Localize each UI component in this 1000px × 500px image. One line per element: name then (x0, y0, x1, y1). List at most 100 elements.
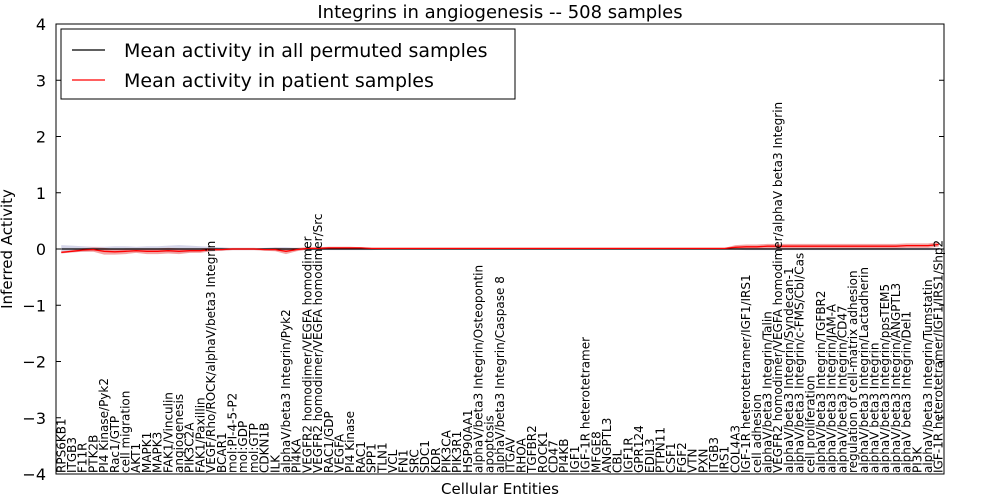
x-tick-label: MAPK3 (151, 432, 165, 473)
x-tick-label: CSF1 (664, 442, 678, 473)
x-tick-label: alphaV/beta3 Integrin/CD47 (835, 305, 849, 473)
x-tick-label: PI4 Kinase/Pyk2 (97, 378, 111, 473)
y-tick-label: 2 (36, 128, 46, 147)
x-tick-label: RPS6KB1 (54, 418, 68, 473)
x-tick-label: VCL (386, 449, 400, 473)
x-tick-label: BCAR1 (215, 432, 229, 473)
y-tick-label: −4 (22, 465, 46, 484)
x-tick-label: angiogenesis (172, 394, 186, 473)
y-tick-label: 1 (36, 184, 46, 203)
x-tick-label: ITGB3 (707, 437, 721, 473)
x-tick-label: GPR124 (632, 425, 646, 473)
x-tick-label: SDC1 (418, 440, 432, 473)
y-tick-label: −2 (22, 353, 46, 372)
x-tick-label: ANGPTL3 (600, 418, 614, 473)
x-tick-label: COL4A3 (728, 425, 742, 473)
x-tick-label: RAC1/GDP (322, 411, 336, 473)
x-tick-label: VEGFR2 homodimer/VEGFA homodimer/Src (311, 213, 325, 473)
x-tick-label: CD47 (547, 440, 561, 473)
x-tick-label: alphaV beta3 Integrin (868, 342, 882, 473)
y-tick-label: −3 (22, 409, 46, 428)
legend-label-permuted: Mean activity in all permuted samples (124, 40, 487, 62)
x-tick-label: ILK (268, 454, 282, 473)
x-tick-label: PIK3CA (440, 429, 454, 473)
legend: Mean activity in all permuted samples Me… (60, 28, 516, 100)
x-tick-label: AKT1 (129, 443, 143, 473)
x-tick-label: alphaV/beta3 Integrin/ppsTEM5 (878, 284, 892, 473)
x-tick-label: VEGFR2 homodimer/VEGFA homodimer (300, 236, 314, 473)
series-lines (61, 243, 939, 254)
legend-box (60, 28, 516, 100)
x-tick-label: FGF2 (675, 442, 689, 473)
x-tick-label: alphaV/beta3 Integrin/Caspase 8 (493, 276, 507, 473)
x-tick-label: cell adhesion (750, 394, 764, 473)
x-tick-label: VEGFR2 homodimer/VEGFA homodimer/alphaV … (771, 102, 785, 473)
x-tick-label: PTK2B (86, 435, 100, 473)
x-tick-label: MFGE8 (589, 431, 603, 473)
x-tick-label: TLN1 (375, 442, 389, 474)
x-tick-label: mol:GTP (247, 423, 261, 473)
x-tick-label: apoptosis (482, 415, 496, 473)
x-tick-label: IGF1 (568, 446, 582, 473)
x-tick-label: PI4KB (557, 438, 571, 473)
x-tick-label: IGF1R (621, 437, 635, 473)
x-tick-label: TGFBR2 (525, 425, 539, 474)
x-tick-label: IGF-1R heterotetramer/IGF1/IRS1/Shp2 (932, 240, 946, 473)
x-tick-label: VEGF/Rho/ROCK/alphaV/beta3 Integrin (204, 241, 218, 473)
x-tick-label: FAK1/Paxillin (193, 397, 207, 473)
x-tick-label: alphaV/beta3 Integrin/Pyk2 (279, 309, 293, 473)
x-tick-label: MAPK1 (140, 432, 154, 473)
x-tick-label: PI3K (910, 446, 924, 473)
x-tick-label: PIK3R1 (450, 431, 464, 473)
x-tick-label: alphaV/beta3 Integrin/Osteopontin (472, 265, 486, 473)
x-tick-label: cell migration (119, 391, 133, 473)
chart-title: Integrins in angiogenesis -- 508 samples (317, 2, 682, 23)
y-tick-label: −1 (22, 296, 46, 315)
x-tick-label: SPP1 (365, 443, 379, 473)
x-tick-label: PI4KA (290, 438, 304, 473)
plot-frame (55, 23, 945, 475)
x-tick-label: IRS1 (718, 446, 732, 473)
x-tick-label: CDKN1B (258, 423, 272, 473)
x-tick-label: mol:PI-4-5-P2 (226, 393, 240, 473)
x-tick-label: VEGFA (333, 433, 347, 473)
x-tick-label: EDIL3 (643, 438, 657, 473)
y-tick-label: 0 (36, 240, 46, 259)
x-tick-label: PTPN11 (654, 427, 668, 473)
x-tick-label: regulation of cell-matrix adhesion (846, 270, 860, 473)
x-tick-label: FAK1/Vinculin (161, 392, 175, 473)
x-tick-label: FN1 (397, 449, 411, 473)
x-tick-label: F11R (76, 442, 90, 473)
x-tick-label: alphaV/beta3 Integrin/ANGPTL3 (889, 283, 903, 473)
x-tick-label: IGF-1R heterotetramer/IGF1/IRS1 (739, 274, 753, 473)
x-tick-label: VTN (686, 448, 700, 473)
x-tick-label: IGF-1R heterotetramer (579, 337, 593, 473)
x-tick-label: alphaV/beta3 Integrin/c-FMS/CbI/Cas (793, 253, 807, 473)
y-ticks: −4 −3 −2 −1 0 1 2 3 4 (22, 15, 944, 484)
x-tick-label: alphaV/beta3 Integrin/Talin (761, 311, 775, 473)
x-axis-label: Cellular Entities (441, 480, 559, 498)
x-tick-label: ITGB3 (65, 437, 79, 473)
x-tick-label: Rac1/GTP (108, 416, 122, 473)
series-line-1 (61, 243, 939, 254)
x-tick-label: PI4 Kinase (343, 411, 357, 473)
x-tick-label: ROCK1 (536, 431, 550, 473)
x-tick-label: alphaV/beta3 Integrin/Lactadherin (857, 267, 871, 473)
x-tick-label: CBL (611, 449, 625, 473)
x-tick-label: alphaV beta3 Integrin/Del1 (900, 311, 914, 473)
x-tick-label: PIK3C2A (183, 422, 197, 473)
x-tick-label: cell proliferation (803, 375, 817, 473)
x-tick-label: RHOA (514, 437, 528, 473)
x-tick-label: RAC1 (354, 441, 368, 473)
x-tick-label: ITGAV (504, 436, 518, 473)
y-axis-label: Inferred Activity (0, 189, 16, 309)
x-tick-label: HSP90AA1 (461, 409, 475, 473)
x-tick-label: SRC (407, 449, 421, 473)
x-tick-label: PXN (696, 449, 710, 473)
x-tick-label: alphaV/beta3 Integrin/TGFBR2 (814, 290, 828, 473)
y-tick-label: 3 (36, 71, 46, 90)
legend-label-patient: Mean activity in patient samples (124, 70, 434, 92)
x-tick-label: alphaV/beta3 Integrin/Tumstatin (921, 279, 935, 473)
